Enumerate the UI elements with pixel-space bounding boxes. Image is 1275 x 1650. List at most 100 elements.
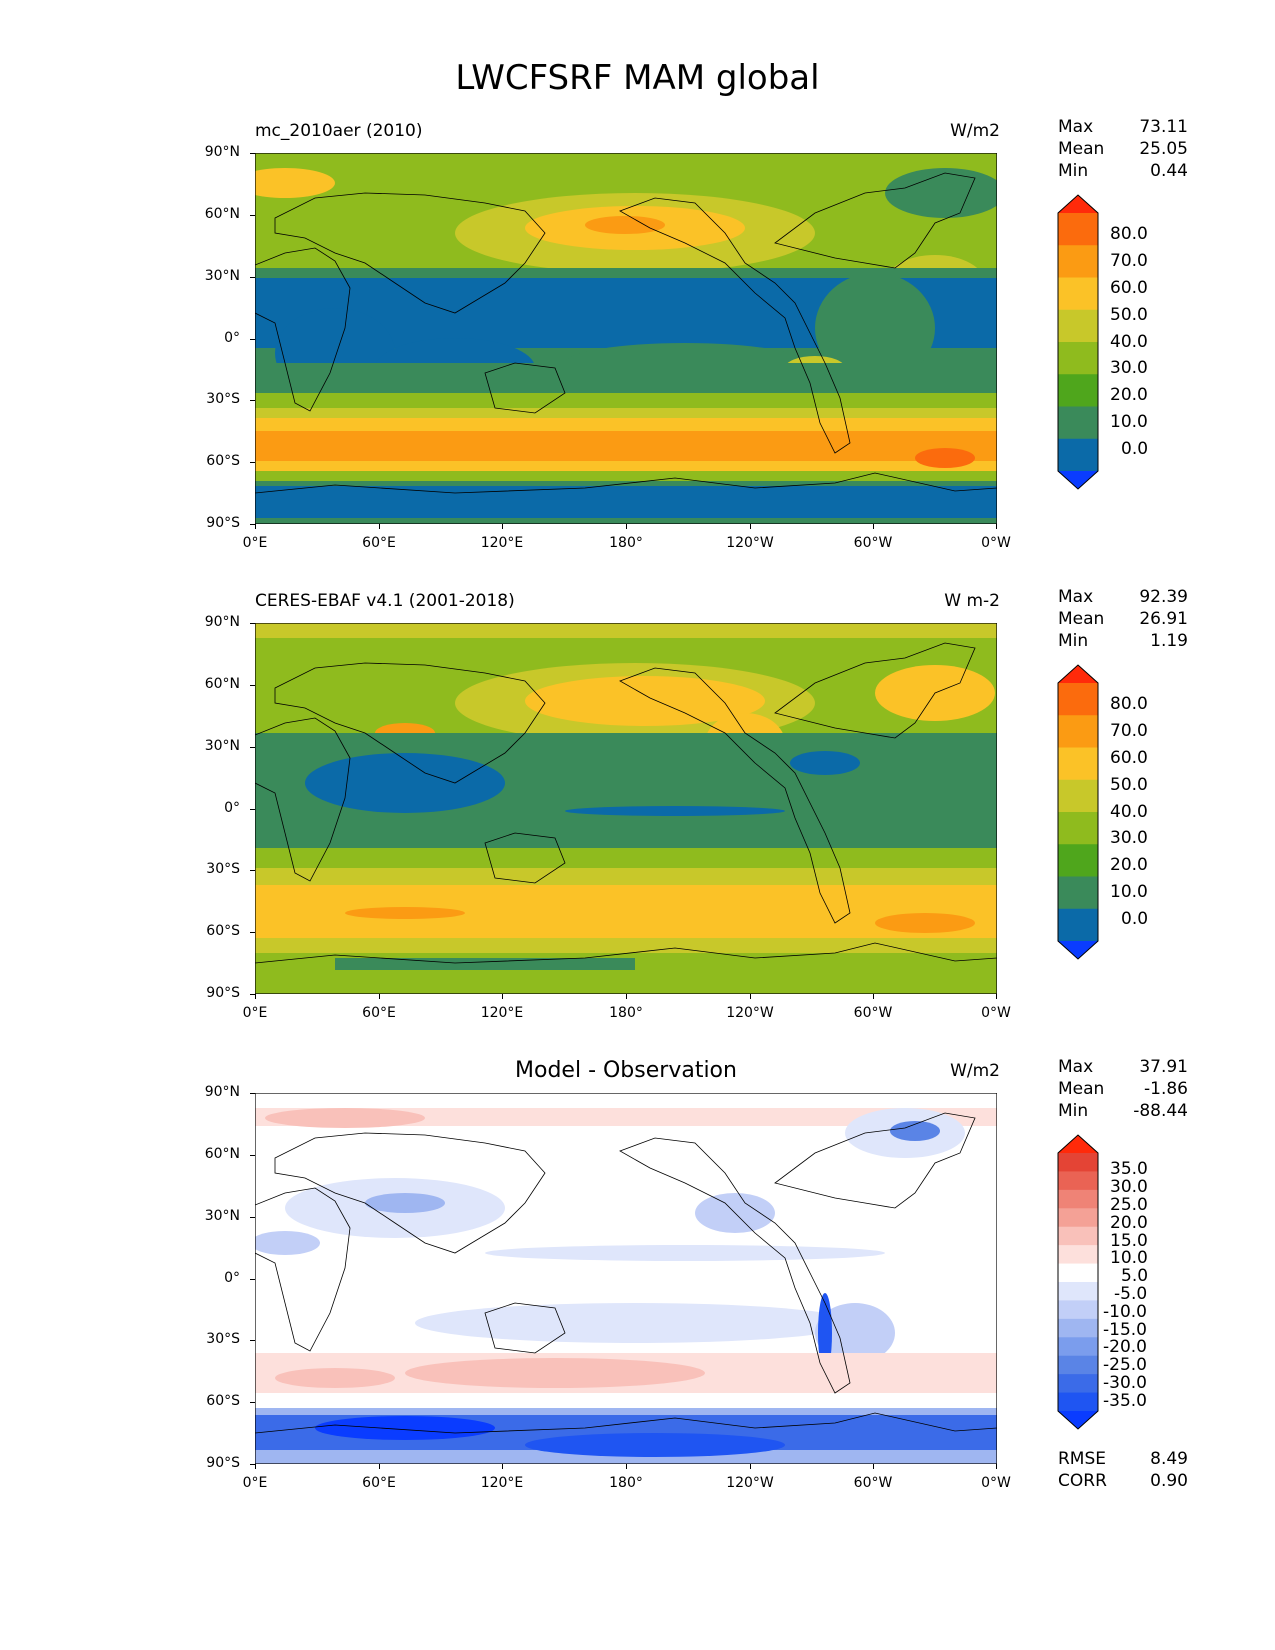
metric-rmse: 8.49 [1150, 1449, 1188, 1469]
stat-mean: 25.05 [1139, 139, 1188, 159]
colorbar-swatch [1058, 342, 1098, 375]
lat-label: 60°S [206, 453, 240, 469]
lon-label: 0°E [242, 1475, 268, 1491]
colorbar-extend-max [1058, 665, 1098, 683]
colorbar-extend-min [1058, 941, 1098, 959]
lat-label: 60°S [206, 1393, 240, 1409]
lat-label: 90°S [206, 985, 240, 1001]
stat-min: -88.44 [1133, 1101, 1188, 1121]
colorbar-label: 20.0 [1110, 1213, 1148, 1233]
colorbar-label: 0.0 [1121, 439, 1149, 459]
colorbar-outline [1057, 1134, 1099, 1430]
colorbar-extend-min [1058, 1411, 1098, 1429]
stat-label: Max [1058, 587, 1094, 607]
panel-difference: Model - Observation W/m2 90° [0, 940, 1275, 1491]
colorbar-label: 0.0 [1121, 909, 1149, 929]
colorbar-label: 30.0 [1110, 828, 1148, 848]
colorbar-label: 10.0 [1110, 412, 1148, 432]
colorbar-swatch [1058, 1245, 1098, 1265]
coastlines [255, 1112, 997, 1434]
colorbar-swatch [1058, 1300, 1098, 1320]
coastlines [255, 172, 997, 494]
colorbar-swatch [1058, 1355, 1098, 1375]
colorbar-swatch [1058, 309, 1098, 343]
lat-label: 0° [224, 800, 240, 816]
colorbar-swatch [1058, 844, 1098, 877]
colorbar-swatch [1058, 715, 1098, 748]
lat-label: 0° [224, 330, 240, 346]
lon-label: 180° [609, 535, 643, 551]
colorbar-swatch [1058, 1226, 1098, 1246]
panel-diff-units: W/m2 [950, 1061, 1000, 1081]
colorbar-swatch [1058, 1392, 1098, 1412]
colorbar-label: 15.0 [1110, 1231, 1148, 1251]
colorbar-swatch [1058, 1208, 1098, 1228]
lon-label: 120°W [726, 1005, 774, 1021]
lat-label: 60°S [206, 923, 240, 939]
colorbar-label: 80.0 [1110, 224, 1148, 244]
colorbar-label: 70.0 [1110, 251, 1148, 271]
colorbar-label: 60.0 [1110, 278, 1148, 298]
colorbar-swatch [1058, 1189, 1098, 1209]
lat-label: 30°N [204, 738, 240, 754]
map-model [255, 153, 997, 524]
lon-label: 0°W [981, 1475, 1011, 1491]
colorbar-swatch [1058, 213, 1098, 246]
metric-corr: 0.90 [1150, 1471, 1188, 1491]
colorbar-swatch [1058, 245, 1098, 278]
colorbar-label: 10.0 [1110, 1248, 1148, 1268]
colorbar-label: -10.0 [1103, 1302, 1147, 1322]
stat-label: Min [1058, 1101, 1089, 1121]
colorbar-label: 25.0 [1110, 1195, 1148, 1215]
stat-min: 0.44 [1150, 161, 1188, 181]
colorbar-label: -15.0 [1103, 1320, 1147, 1340]
colorbar-label: 30.0 [1110, 1177, 1148, 1197]
panel-model: mc_2010aer (2010) W/m2 [0, 0, 1275, 551]
lon-label: 120°W [726, 1475, 774, 1491]
coastlines [255, 642, 997, 964]
colorbar-label: 20.0 [1110, 385, 1148, 405]
panel-obs-title: CERES-EBAF v4.1 (2001-2018) [255, 591, 515, 611]
colorbar-outline [1057, 664, 1099, 960]
lon-label: 120°E [480, 1475, 524, 1491]
stat-max: 92.39 [1139, 587, 1188, 607]
lon-label: 120°E [480, 535, 524, 551]
stats-box: Max 92.39 Mean 26.91 Min 1.19 [1058, 586, 1188, 652]
colorbar-swatch [1058, 683, 1098, 716]
colorbar-swatch [1058, 1337, 1098, 1357]
colorbar-swatch [1058, 277, 1098, 311]
stat-label: Min [1058, 161, 1089, 181]
lon-label: 0°W [981, 1005, 1011, 1021]
panel-diff-title: Model - Observation [515, 1058, 737, 1083]
colorbar-label: -20.0 [1103, 1337, 1147, 1357]
panel-model-units: W/m2 [950, 121, 1000, 141]
colorbar [1057, 664, 1099, 960]
lon-label: 60°W [853, 1475, 893, 1491]
lon-label: 0°E [242, 535, 268, 551]
metric-label: RMSE [1058, 1449, 1107, 1469]
colorbar-label: 5.0 [1121, 1266, 1149, 1286]
panel-obs-units: W m-2 [944, 591, 1000, 611]
lon-label: 180° [609, 1005, 643, 1021]
lon-label: 120°E [480, 1005, 524, 1021]
lon-label: 60°W [853, 535, 893, 551]
lon-label: 60°E [362, 1005, 396, 1021]
panel-observation: CERES-EBAF v4.1 (2001-2018) W m-2 [0, 470, 1275, 1021]
colorbar-label: 35.0 [1110, 1159, 1148, 1179]
colorbar-label: 40.0 [1110, 332, 1148, 352]
colorbar-outline [1057, 194, 1099, 490]
lon-label: 0°E [242, 1005, 268, 1021]
stat-mean: 26.91 [1139, 609, 1188, 629]
colorbar-label: 60.0 [1110, 748, 1148, 768]
colorbar-label: -35.0 [1103, 1391, 1147, 1411]
colorbar-extend-min [1058, 471, 1098, 489]
lon-label: 120°W [726, 535, 774, 551]
colorbar-swatch [1058, 1263, 1098, 1283]
colorbar-extend-max [1058, 195, 1098, 213]
colorbar-swatch [1058, 876, 1098, 910]
stat-mean: -1.86 [1144, 1079, 1188, 1099]
lat-label: 30°S [206, 1331, 240, 1347]
lat-label: 30°N [204, 268, 240, 284]
colorbar-swatch [1058, 812, 1098, 845]
colorbar-label: 20.0 [1110, 855, 1148, 875]
